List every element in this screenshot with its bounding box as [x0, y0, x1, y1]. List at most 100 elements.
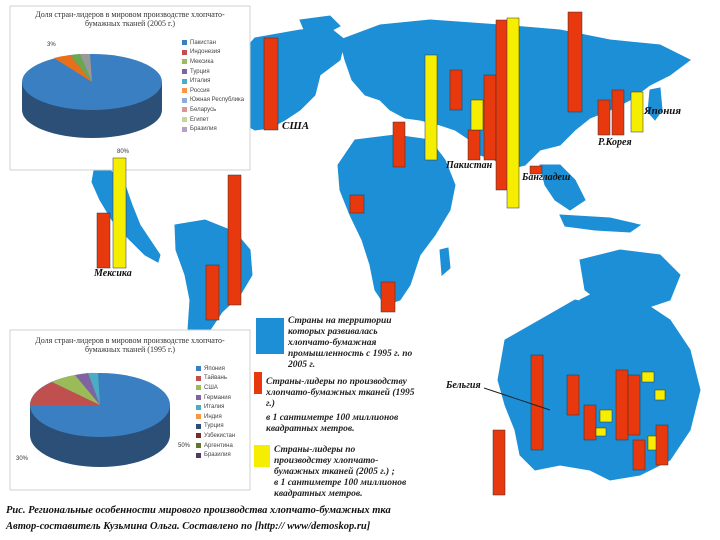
- madagascar: [439, 247, 451, 277]
- pie-2005-slice-small-a: [54, 55, 92, 82]
- pie-2005-legend-label: Турция: [190, 68, 210, 75]
- pie-1995-legend-swatch: [196, 414, 201, 420]
- japan-island: [647, 87, 663, 121]
- pie-2005-legend-item: Южная Республика: [182, 96, 244, 106]
- key-red-scale: в 1 сантиметре 100 миллионов квадратных …: [266, 413, 399, 434]
- bar-japan-2005: [630, 91, 644, 133]
- bars-layer: [96, 11, 669, 496]
- pie-2005-legend-swatch: [182, 88, 187, 94]
- bar-usa-1995: [263, 37, 279, 131]
- figure-caption-line2: Автор-составитель Кузьмина Ольга. Состав…: [6, 521, 371, 532]
- bar-eu-red-8: [655, 424, 669, 466]
- pie-1995-legend-label: Италия: [204, 404, 225, 411]
- pie-1995-legend-item: Бразилия: [196, 450, 235, 460]
- bar-russia-1995: [483, 74, 497, 161]
- pie-1995-title: Доля стран-лидеров в мировом производств…: [35, 336, 225, 354]
- pie-1995-legend-item: Италия: [196, 402, 235, 412]
- pie-1995-legend-item: Турция: [196, 422, 235, 432]
- pie-1995-legend: Япония Тайвань США Германия Италия Индия Турци…: [196, 364, 235, 460]
- key-area-swatch: [256, 318, 284, 354]
- bar-mexico-1995: [96, 212, 111, 269]
- pie-1995-legend-item: Япония: [196, 364, 235, 374]
- pie-2005-legend-label: Россия: [190, 87, 210, 94]
- pie-2005-legend-item: Бразилия: [182, 124, 244, 134]
- pie-2005-small-pct: 3%: [47, 42, 56, 48]
- pie-1995-legend-label: Япония: [204, 365, 225, 372]
- bar-japan-1995: [611, 89, 625, 136]
- bar-europe-2005: [424, 54, 438, 161]
- bar-eu-red-6: [627, 374, 641, 436]
- pie-1995-legend-swatch: [196, 423, 201, 429]
- bar-eu-red-1: [492, 429, 506, 496]
- bar-eu-red-4: [583, 404, 597, 441]
- bar-india-2005: [506, 17, 520, 209]
- bar-eu-red-7: [632, 439, 646, 471]
- pie-2005-legend-item: Мексика: [182, 57, 244, 67]
- pie-2005-legend-item: Италия: [182, 76, 244, 86]
- bar-brazil-1995: [205, 264, 220, 321]
- bar-korea-1995: [597, 99, 611, 136]
- key-red-swatch: [254, 372, 262, 394]
- bar-eu-red-2: [530, 354, 544, 451]
- southeast-asia: [539, 164, 586, 211]
- pie-1995-legend-label: Германия: [204, 394, 231, 401]
- pie-1995-legend-swatch: [196, 375, 201, 381]
- label-usa: США: [282, 120, 310, 132]
- pie-1995-slice-teal: [88, 372, 100, 405]
- pie-2005-legend-swatch: [182, 78, 187, 84]
- label-bangladesh: Бангладеш: [522, 172, 571, 183]
- pie-1995-legend-item: Индия: [196, 412, 235, 422]
- label-pakistan: Пакистан: [446, 160, 493, 171]
- pie-chart-2005: [9, 5, 251, 171]
- pie-2005-legend-item: Индонезия: [182, 48, 244, 58]
- pie-2005-legend-swatch: [182, 97, 187, 103]
- key-red-text: Страны-лидеры по производству хлопчато-б…: [266, 377, 415, 409]
- pie-2005-legend-item: Россия: [182, 86, 244, 96]
- greenland: [299, 15, 341, 35]
- pie-1995-legend-swatch: [196, 366, 201, 372]
- pie-2005-legend: Пакистан Индонезия Мексика Турция Италия Росс…: [182, 38, 244, 134]
- bar-africa-1995: [349, 194, 365, 214]
- pie-2005-title: Доля стран-лидеров в мировом производств…: [35, 10, 225, 28]
- bar-eu-yellow-3: [641, 371, 655, 383]
- pie-1995-legend-swatch: [196, 452, 201, 458]
- pie-2005-main-pct: 80%: [117, 149, 130, 155]
- bar-eu-red-5: [615, 369, 629, 441]
- label-mexico: Мексика: [94, 268, 132, 279]
- pie-1995-legend-swatch: [196, 395, 201, 401]
- bar-eu-red-3: [566, 374, 580, 416]
- bar-egypt-1995: [467, 129, 481, 161]
- pie-2005-slice-small-c: [80, 53, 92, 82]
- pie-1995-legend-item: Тайвань: [196, 374, 235, 384]
- scandinavia: [579, 289, 621, 336]
- bar-mexico-2005: [112, 157, 127, 269]
- pie-2005-legend-label: Египет: [190, 116, 209, 123]
- pie-1995-legend-label: США: [204, 384, 218, 391]
- pie-1995-legend-item: Аргентина: [196, 441, 235, 451]
- pie-2005-legend-swatch: [182, 69, 187, 75]
- pie-2005-legend-label: Бразилия: [190, 126, 217, 133]
- pie-2005-legend-swatch: [182, 117, 187, 123]
- pie-2005-legend-label: Италия: [190, 78, 211, 85]
- pie-2005-legend-swatch: [182, 59, 187, 65]
- bar-bangladesh-1995: [529, 165, 543, 175]
- bar-china-1995: [567, 11, 583, 113]
- key-yellow-scale: в 1 сантиметре 100 миллионов квадратных …: [274, 478, 407, 499]
- pie-2005-legend-swatch: [182, 107, 187, 113]
- pie-2005-legend-swatch: [182, 126, 187, 132]
- pie-2005-legend-item: Египет: [182, 115, 244, 125]
- bar-eu-yellow-4: [654, 389, 666, 401]
- pie-1995-legend-swatch: [196, 443, 201, 449]
- belgium-pointer: [483, 387, 551, 411]
- pie-1995-slice-green: [52, 375, 100, 405]
- pie-2005-legend-label: Беларусь: [190, 106, 217, 113]
- pie-1995-legend-item: США: [196, 383, 235, 393]
- pie-2005-legend-label: Мексика: [190, 58, 214, 65]
- pie-1995-legend-label: Аргентина: [204, 442, 233, 449]
- label-japan: Япония: [644, 105, 682, 117]
- pie-1995-legend-swatch: [196, 404, 201, 410]
- pie-1995-legend-label: Тайвань: [204, 375, 227, 382]
- label-belgium: Бельгия: [446, 380, 481, 391]
- pie-2005-legend-item: Беларусь: [182, 105, 244, 115]
